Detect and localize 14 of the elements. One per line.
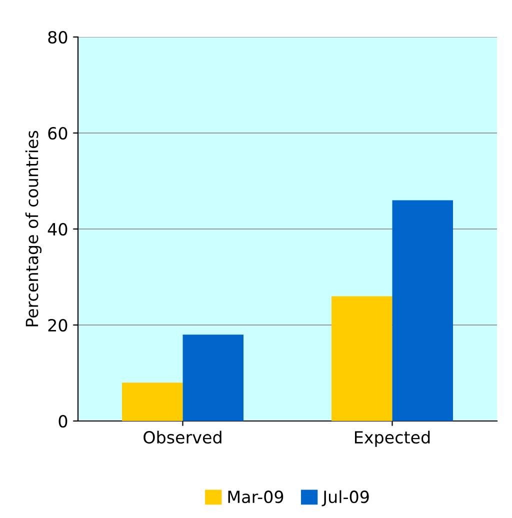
bar [331,296,392,421]
y-tick-label: 40 [48,222,68,236]
y-tick-label: 80 [48,30,68,44]
bar [122,382,183,421]
y-axis-title: Percentage of countries [25,130,42,326]
legend-label: Mar-09 [228,490,284,504]
bar [392,200,454,421]
x-tick-label: Expected [355,430,430,447]
y-tick-label: 60 [48,126,68,140]
x-tick-label: Observed [144,430,222,444]
y-tick-label: 0 [58,414,68,428]
bar [182,334,244,421]
y-tick-label: 20 [48,318,68,332]
legend-label: Jul-09 [322,490,369,506]
